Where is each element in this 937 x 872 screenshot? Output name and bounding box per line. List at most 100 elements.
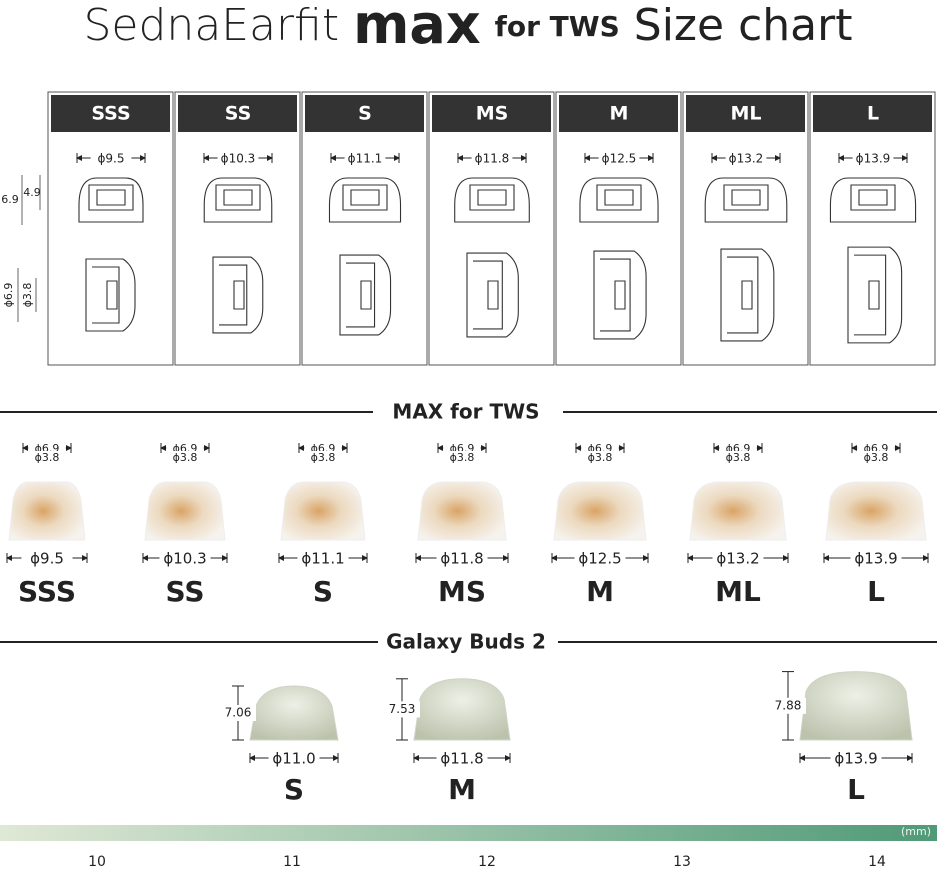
dim-text: ϕ13.2 bbox=[729, 152, 764, 166]
dim-text: ϕ11.1 bbox=[348, 152, 383, 166]
tip-side-drawing bbox=[212, 256, 264, 334]
tip-side-drawing bbox=[847, 246, 903, 344]
eartip-photo bbox=[689, 481, 787, 541]
dim-text: ϕ13.2 bbox=[716, 550, 759, 568]
section-heading: MAX for TWS bbox=[392, 400, 539, 424]
size-header-label: ML bbox=[730, 103, 761, 125]
dim-bg bbox=[217, 149, 259, 167]
dim-text: ϕ3.8 bbox=[726, 451, 751, 464]
dim-text: ϕ11.1 bbox=[301, 550, 344, 568]
title-suffix: for TWS bbox=[495, 10, 620, 43]
dim-bg bbox=[574, 547, 626, 569]
dim-bg bbox=[436, 747, 488, 769]
eartip-photo bbox=[249, 685, 339, 741]
dim-text: ϕ11.0 bbox=[272, 750, 315, 768]
tip-side-drawing bbox=[466, 252, 519, 338]
dim-bg bbox=[90, 149, 132, 167]
dim-bg bbox=[598, 149, 640, 167]
size-header bbox=[51, 95, 170, 132]
size-label: S bbox=[313, 575, 333, 608]
dim-bg bbox=[852, 149, 894, 167]
dim-bg bbox=[307, 451, 339, 464]
title-brand: SednaEarfit bbox=[84, 0, 340, 51]
eartip-photo bbox=[413, 678, 511, 741]
dim-bg bbox=[712, 547, 764, 569]
size-label: MS bbox=[438, 575, 486, 608]
size-header-label: L bbox=[867, 103, 879, 125]
dim-text: ϕ3.8 bbox=[864, 451, 889, 464]
dim-text: ϕ3.8 bbox=[450, 451, 475, 464]
side-dim: 4.9 bbox=[23, 186, 41, 199]
tip-front-drawing bbox=[829, 177, 917, 223]
size-header-label: SS bbox=[225, 103, 252, 125]
height-label: 7.06 bbox=[225, 706, 252, 720]
dim-text: ϕ10.3 bbox=[163, 550, 206, 568]
dim-text: ϕ11.8 bbox=[440, 550, 483, 568]
dim-text: ϕ13.9 bbox=[834, 750, 877, 768]
size-header bbox=[305, 95, 424, 132]
dim-bg bbox=[31, 451, 63, 464]
tip-side-drawing bbox=[85, 258, 136, 332]
dim-text: ϕ11.8 bbox=[440, 750, 483, 768]
dim-bg bbox=[169, 451, 201, 464]
size-header bbox=[432, 95, 551, 132]
tip-front-drawing bbox=[328, 177, 402, 223]
scale-tick: 13 bbox=[673, 854, 691, 870]
dim-bg bbox=[344, 149, 386, 167]
size-header-label: S bbox=[358, 103, 372, 125]
dim-bg bbox=[850, 547, 902, 569]
title: SednaEarfit max for TWS Size chart bbox=[84, 0, 853, 56]
dim-bg bbox=[722, 451, 754, 464]
size-header-label: M bbox=[610, 103, 629, 125]
table-cell bbox=[47, 91, 174, 366]
tip-front-drawing bbox=[203, 177, 273, 223]
table-cell bbox=[428, 91, 555, 366]
height-label: 7.53 bbox=[389, 702, 416, 716]
dim-bg bbox=[446, 451, 478, 464]
dim-text: ϕ12.5 bbox=[578, 550, 621, 568]
dim-text: ϕ13.9 bbox=[856, 152, 891, 166]
side-dim: 6.9 bbox=[1, 193, 19, 206]
scale-unit: (mm) bbox=[901, 825, 931, 838]
eartip-photo bbox=[825, 481, 927, 541]
scale-tick: 10 bbox=[88, 854, 106, 870]
dim-bg bbox=[159, 547, 211, 569]
dim-bg bbox=[297, 547, 349, 569]
size-header-label: MS bbox=[476, 103, 509, 125]
tip-front-drawing bbox=[704, 177, 788, 223]
eartip-photo bbox=[280, 481, 366, 541]
section-heading: Galaxy Buds 2 bbox=[386, 630, 546, 654]
height-label: 7.88 bbox=[775, 698, 802, 712]
size-label: L bbox=[867, 575, 885, 608]
dim-bg bbox=[725, 149, 767, 167]
tip-side-drawing bbox=[339, 254, 392, 336]
scale-tick: 12 bbox=[478, 854, 496, 870]
dim-text: ϕ9.5 bbox=[30, 550, 64, 568]
dim-text: ϕ3.8 bbox=[35, 451, 60, 464]
size-label: L bbox=[847, 773, 865, 806]
size-label: S bbox=[284, 773, 304, 806]
title-tail: Size chart bbox=[634, 0, 853, 51]
dim-bg bbox=[584, 451, 616, 464]
scale-tick: 14 bbox=[868, 854, 886, 870]
eartip-photo bbox=[553, 481, 647, 541]
size-header-label: SSS bbox=[91, 103, 130, 125]
table-cell bbox=[682, 91, 809, 366]
size-header bbox=[178, 95, 297, 132]
dim-text: ϕ12.5 bbox=[602, 152, 637, 166]
tip-front-drawing bbox=[78, 177, 144, 223]
dim-bg bbox=[21, 547, 73, 569]
table-cell bbox=[174, 91, 301, 366]
table-cell bbox=[555, 91, 682, 366]
tip-side-drawing bbox=[720, 248, 775, 342]
side-dim: ϕ6.9 bbox=[2, 283, 15, 308]
tip-front-drawing bbox=[579, 177, 659, 223]
dim-bg bbox=[436, 547, 488, 569]
table-cell bbox=[301, 91, 428, 366]
dim-text: ϕ3.8 bbox=[311, 451, 336, 464]
dim-text: ϕ10.3 bbox=[221, 152, 256, 166]
dim-text: ϕ9.5 bbox=[98, 152, 125, 166]
dim-bg bbox=[471, 149, 513, 167]
size-label: M bbox=[586, 575, 614, 608]
table-cell bbox=[809, 91, 936, 366]
